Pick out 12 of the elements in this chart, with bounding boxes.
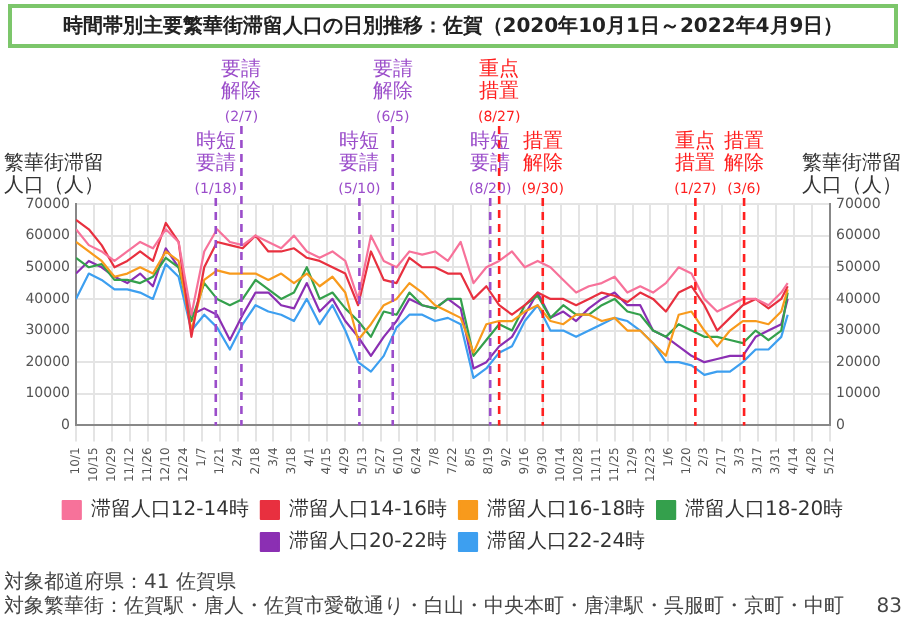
legend-label: 滞留人口22-24時	[487, 529, 646, 554]
text: 83	[876, 596, 902, 620]
legend-label: 滞留人口20-22時	[288, 529, 448, 554]
text: 繁華街滞留人口（人）	[802, 153, 902, 198]
text: 対象都道府県：41 佐賀県	[4, 572, 236, 595]
text: 対象繁華街：佐賀駅・唐人・佐賀市愛敬通り・白山・中央本町・唐津駅・呉服町・京町・中町	[4, 596, 844, 620]
chart-title: 時間帯別主要繁華街滞留人口の日別推移：佐賀（2020年10月1日～2022年4月9日）	[8, 4, 898, 48]
legend-label: 滞留人口16-18時	[487, 497, 646, 522]
legend-label: 滞留人口14-16時	[288, 497, 448, 522]
legend-label: 滞留人口12-14時	[90, 497, 249, 522]
text: 繁華街滞留人口（人）	[4, 153, 104, 198]
legend-label: 滞留人口18-20時	[685, 497, 844, 522]
